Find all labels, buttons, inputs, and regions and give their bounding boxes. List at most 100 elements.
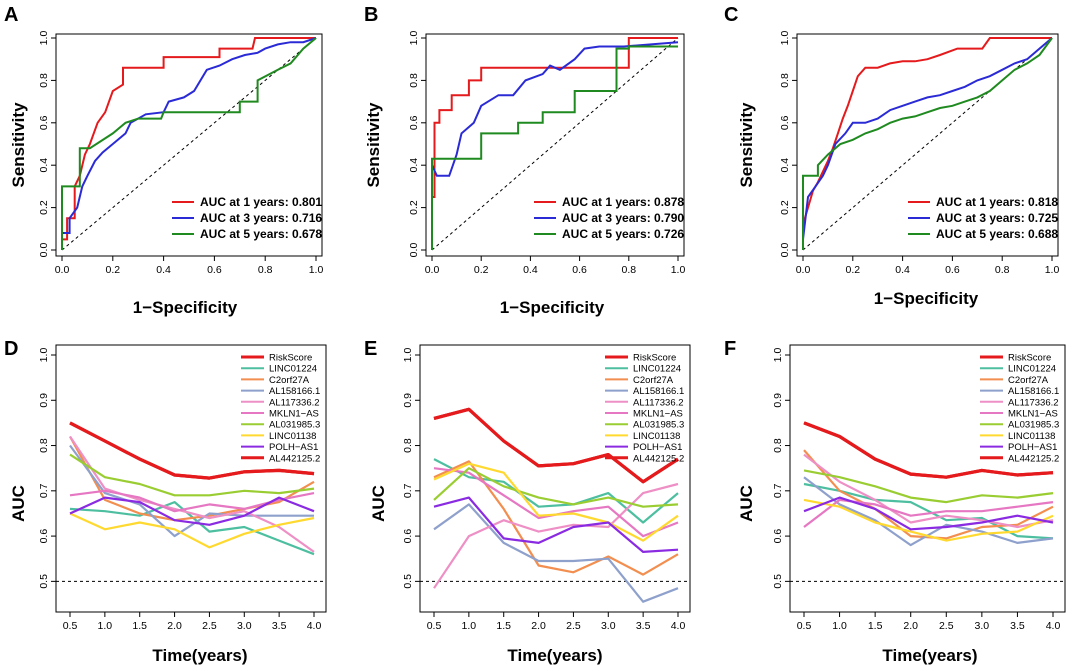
legend-label: AUC at 3 years: 0.725 bbox=[936, 211, 1058, 225]
plot-frame bbox=[55, 33, 323, 257]
y-tick-label: 0.7 bbox=[772, 483, 784, 498]
y-axis-title: AUC bbox=[737, 485, 756, 522]
y-tick-label: 0.5 bbox=[38, 574, 50, 589]
panel-letter: D bbox=[4, 338, 18, 360]
plot-frame bbox=[796, 33, 1059, 257]
legend-label: AL442125.2 bbox=[1008, 453, 1059, 464]
legend-label: AUC at 1 years: 0.878 bbox=[562, 195, 684, 209]
x-tick-label: 2.0 bbox=[531, 620, 546, 632]
x-tick-label: 0.2 bbox=[474, 264, 489, 276]
y-tick-label: 0.8 bbox=[38, 438, 50, 453]
panel-letter: A bbox=[4, 4, 18, 26]
auc-line-al117336-2 bbox=[803, 453, 1054, 529]
legend-label: MKLN1−AS bbox=[269, 409, 319, 420]
y-tick-label: 0.2 bbox=[408, 200, 420, 215]
panel-letter: B bbox=[364, 4, 378, 26]
plot-frame bbox=[419, 344, 691, 613]
x-tick-label: 2.0 bbox=[903, 620, 918, 632]
y-tick-label: 0.6 bbox=[408, 115, 420, 130]
panel-letter: C bbox=[724, 4, 738, 26]
x-tick-label: 0.5 bbox=[797, 620, 812, 632]
y-tick-label: 0.9 bbox=[402, 393, 414, 408]
y-tick-label: 0.2 bbox=[38, 200, 50, 215]
y-tick-label: 0.6 bbox=[402, 529, 414, 544]
auc-line-linc01138 bbox=[69, 512, 315, 549]
x-tick-label: 2.5 bbox=[202, 620, 217, 632]
auc-panel-E: E 0.5 1.0 1.5 2.0 2.5 3.0 3.5 4.0 0.5 0.6 0.7 0.8 0.9… bbox=[364, 338, 691, 665]
y-tick-label: 0.8 bbox=[408, 73, 420, 88]
y-tick-label: 0.9 bbox=[38, 393, 50, 408]
y-tick-label: 1.0 bbox=[38, 348, 50, 363]
legend-label: AL117336.2 bbox=[269, 397, 320, 408]
auc-line-al031985-3 bbox=[803, 469, 1054, 504]
x-tick-label: 1.0 bbox=[671, 264, 686, 276]
legend-label: MKLN1−AS bbox=[633, 409, 683, 420]
x-axis-title: Time(years) bbox=[882, 646, 977, 665]
roc-curve-5-year bbox=[802, 37, 1053, 250]
y-tick-label: 0.5 bbox=[402, 574, 414, 589]
auc-line-riskscore bbox=[803, 421, 1054, 479]
legend-label: AUC at 3 years: 0.716 bbox=[200, 211, 322, 225]
y-axis-title: Sensitivity bbox=[364, 102, 383, 188]
x-tick-label: 0.8 bbox=[258, 264, 273, 276]
legend-label: AUC at 1 years: 0.818 bbox=[936, 195, 1058, 209]
legend-label: AL031985.3 bbox=[633, 420, 684, 431]
x-axis-title: Time(years) bbox=[152, 646, 247, 665]
x-axis-title: 1−Specificity bbox=[500, 298, 605, 317]
auc-line-al158166-1 bbox=[69, 444, 314, 538]
legend-label: MKLN1−AS bbox=[1008, 409, 1058, 420]
legend-label: AUC at 5 years: 0.688 bbox=[936, 227, 1058, 241]
y-tick-label: 0.4 bbox=[779, 158, 791, 173]
legend-label: C2orf27A bbox=[269, 375, 310, 386]
auc-line-al117336-2 bbox=[433, 482, 679, 589]
legend-label: POLH−AS1 bbox=[633, 442, 682, 453]
roc-panel-B: B 0.0 0.0 0.2 0.2 0.4 0.4 0.6 0.6 0.8 0.8 1.0 1.0 1−S… bbox=[364, 4, 685, 317]
legend-label: AL031985.3 bbox=[1008, 420, 1059, 431]
x-tick-label: 1.5 bbox=[868, 620, 883, 632]
x-tick-label: 0.0 bbox=[55, 264, 70, 276]
roc-curve-3-year bbox=[802, 37, 1053, 240]
plot-frame bbox=[789, 344, 1066, 613]
x-tick-label: 0.4 bbox=[156, 264, 171, 276]
y-tick-label: 0.4 bbox=[408, 158, 420, 173]
y-tick-label: 0.4 bbox=[38, 158, 50, 173]
x-tick-label: 0.4 bbox=[895, 264, 910, 276]
legend-label: AL442125.2 bbox=[269, 453, 320, 464]
x-tick-label: 2.5 bbox=[566, 620, 581, 632]
x-tick-label: 2.0 bbox=[167, 620, 182, 632]
legend-label: LINC01224 bbox=[269, 364, 317, 375]
x-axis-title: Time(years) bbox=[507, 646, 602, 665]
auc-line-linc01138 bbox=[433, 462, 679, 542]
y-tick-label: 0.8 bbox=[38, 73, 50, 88]
roc-curve-1-year bbox=[802, 37, 1052, 225]
y-tick-label: 0.8 bbox=[402, 438, 414, 453]
y-axis-title: Sensitivity bbox=[9, 102, 28, 188]
auc-line-riskscore bbox=[69, 421, 315, 480]
auc-line-linc01224 bbox=[803, 482, 1054, 540]
auc-line-mkln1-as bbox=[803, 498, 1054, 528]
legend-label: AL117336.2 bbox=[633, 397, 684, 408]
legend-label: AL117336.2 bbox=[1008, 397, 1059, 408]
y-tick-label: 1.0 bbox=[779, 31, 791, 46]
y-tick-label: 0.0 bbox=[408, 243, 420, 258]
x-axis-title: 1−Specificity bbox=[133, 298, 238, 317]
x-tick-label: 3.0 bbox=[237, 620, 252, 632]
y-tick-label: 1.0 bbox=[408, 31, 420, 46]
legend-label: AL031985.3 bbox=[269, 420, 320, 431]
x-tick-label: 0.5 bbox=[63, 620, 78, 632]
y-tick-label: 0.0 bbox=[779, 243, 791, 258]
legend-label: RiskScore bbox=[269, 353, 312, 364]
x-tick-label: 0.8 bbox=[621, 264, 636, 276]
x-tick-label: 0.5 bbox=[427, 620, 442, 632]
legend-label: POLH−AS1 bbox=[1008, 442, 1057, 453]
auc-line-linc01224 bbox=[433, 458, 679, 524]
legend-label: AL158166.1 bbox=[1008, 386, 1059, 397]
y-axis-title: AUC bbox=[9, 485, 28, 522]
y-tick-label: 0.0 bbox=[38, 243, 50, 258]
roc-curve-3-year bbox=[431, 41, 679, 177]
y-tick-label: 0.8 bbox=[772, 438, 784, 453]
roc-panel-C: C 0.0 0.0 0.2 0.2 0.4 0.4 0.6 0.6 0.8 0.8 1.0 1.0 1−S… bbox=[724, 4, 1059, 308]
plot-frame bbox=[55, 344, 327, 613]
x-tick-label: 4.0 bbox=[307, 620, 322, 632]
x-tick-label: 3.0 bbox=[601, 620, 616, 632]
